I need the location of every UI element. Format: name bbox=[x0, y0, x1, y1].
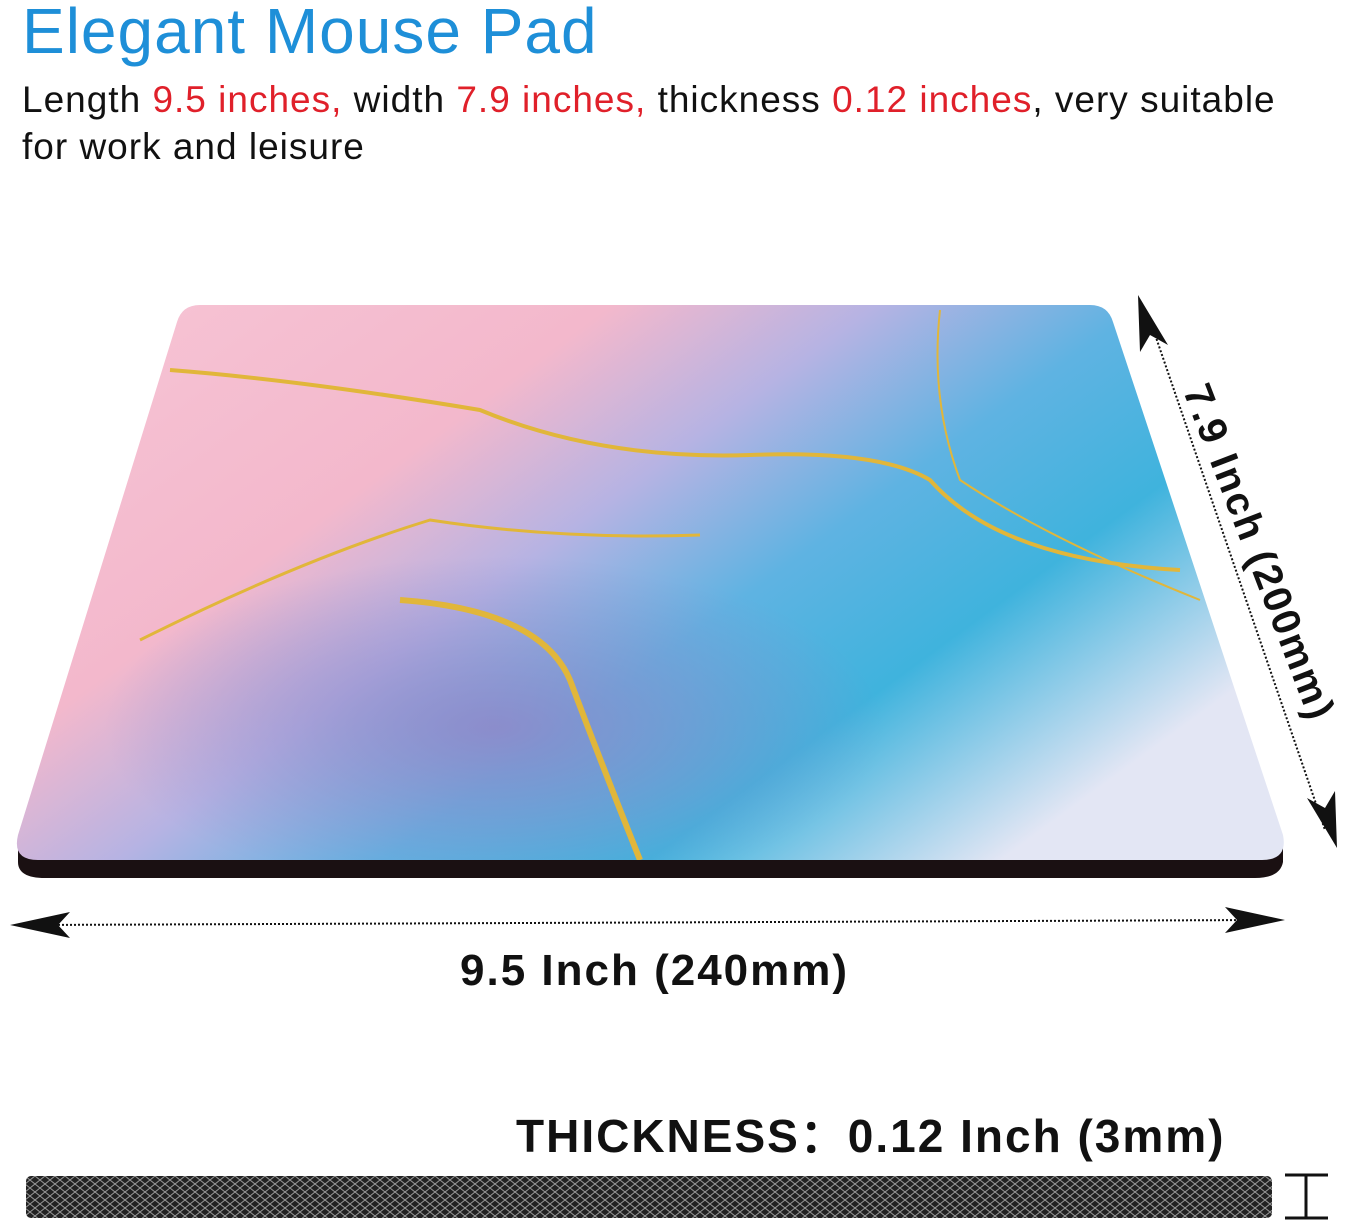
pad-surface bbox=[16, 305, 1284, 860]
length-arrow bbox=[10, 907, 1285, 938]
length-value: 9.5 inches, bbox=[152, 79, 343, 120]
thickness-value: 0.12 inches bbox=[832, 79, 1033, 120]
thickness-marker-icon bbox=[1285, 1173, 1328, 1220]
page-title: Elegant Mouse Pad bbox=[22, 0, 598, 67]
thickness-label: THICKNESS：0.12 Inch (3mm) bbox=[516, 1110, 1226, 1162]
desc-text: thickness bbox=[646, 79, 833, 120]
desc-text: , very suitable for work and leisure bbox=[22, 79, 1276, 167]
description: Length 9.5 inches, width 7.9 inches, thi… bbox=[22, 76, 1322, 170]
thickness-cross-section bbox=[26, 1176, 1272, 1218]
desc-text: width bbox=[342, 79, 457, 120]
width-value: 7.9 inches, bbox=[456, 79, 647, 120]
length-label: 9.5 Inch (240mm) bbox=[460, 946, 850, 995]
width-arrow bbox=[1138, 295, 1337, 848]
desc-text: Length bbox=[22, 79, 153, 120]
